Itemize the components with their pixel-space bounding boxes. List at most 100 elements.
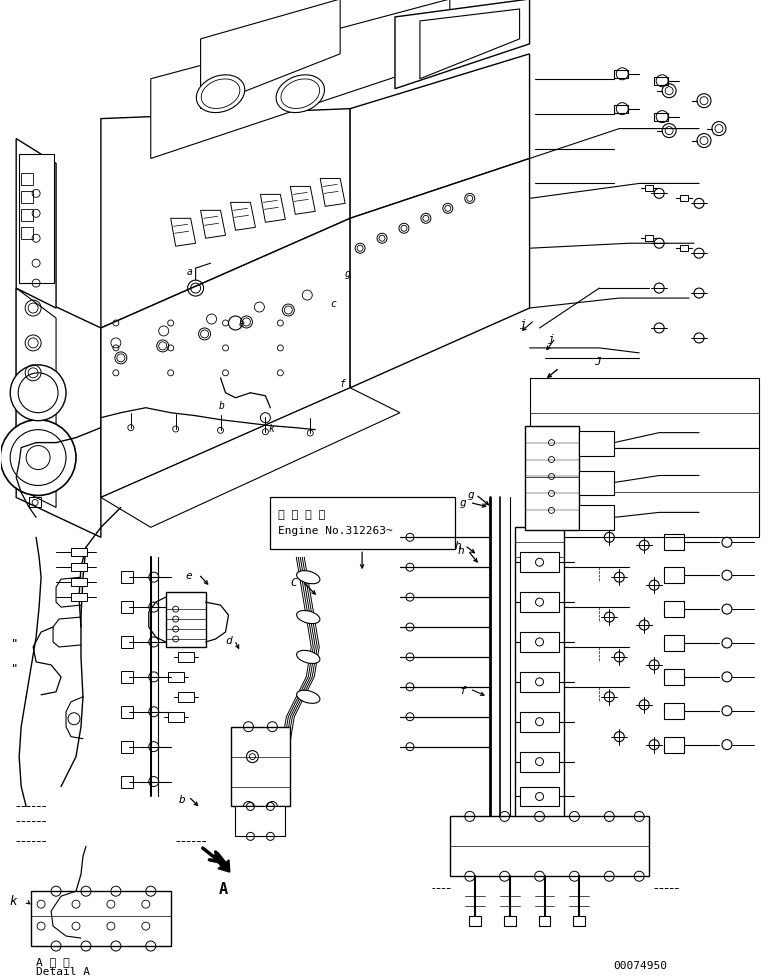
Bar [504, 916, 515, 926]
Polygon shape [350, 159, 529, 388]
Bar [664, 601, 684, 617]
Bar [29, 498, 41, 508]
Bar [645, 186, 653, 193]
Bar [121, 571, 133, 584]
Text: f: f [340, 378, 346, 388]
Bar [615, 70, 628, 78]
Bar [167, 712, 184, 722]
Bar [167, 672, 184, 682]
Text: k: k [268, 423, 274, 433]
Bar [519, 752, 559, 772]
Polygon shape [420, 10, 519, 79]
FancyArrow shape [213, 853, 230, 872]
Polygon shape [350, 55, 529, 219]
Text: k: k [9, 894, 16, 908]
Polygon shape [101, 388, 400, 528]
Bar [579, 506, 615, 531]
Circle shape [10, 430, 66, 486]
Text: h: h [455, 541, 461, 551]
Text: 00074950: 00074950 [613, 960, 667, 970]
Polygon shape [201, 0, 340, 110]
Text: g: g [468, 490, 475, 500]
Bar [519, 712, 559, 732]
Text: A 詳 細: A 詳 細 [36, 956, 70, 966]
Text: a: a [187, 267, 192, 277]
Bar [680, 197, 688, 202]
Text: Detail A: Detail A [36, 966, 90, 976]
Bar [645, 236, 653, 242]
Bar [655, 77, 668, 86]
Text: j: j [519, 319, 526, 329]
Bar [71, 563, 87, 571]
Polygon shape [529, 378, 759, 448]
Bar [664, 703, 684, 719]
Bar [519, 633, 559, 652]
Ellipse shape [296, 650, 320, 664]
Bar [519, 786, 559, 807]
Bar [573, 916, 586, 926]
Bar [21, 228, 33, 240]
Text: g: g [460, 498, 467, 508]
Bar [579, 431, 615, 456]
Bar [655, 113, 668, 121]
Text: j: j [547, 333, 554, 343]
Bar [579, 471, 615, 496]
Bar [231, 727, 290, 807]
Bar [468, 916, 481, 926]
Polygon shape [151, 0, 450, 159]
Polygon shape [16, 388, 56, 508]
Text: ": " [11, 638, 19, 650]
Ellipse shape [296, 690, 320, 703]
Bar [664, 535, 684, 551]
Circle shape [26, 446, 50, 470]
Bar [450, 817, 649, 876]
Bar [664, 567, 684, 584]
Bar [519, 553, 559, 572]
Polygon shape [101, 110, 350, 329]
Bar [121, 671, 133, 684]
Ellipse shape [296, 611, 320, 624]
Bar [166, 593, 206, 647]
Bar [121, 706, 133, 718]
Polygon shape [16, 140, 56, 309]
Text: A: A [218, 881, 228, 896]
Bar [71, 579, 87, 587]
Text: b: b [218, 400, 224, 411]
Bar [21, 210, 33, 222]
Polygon shape [101, 219, 350, 498]
Ellipse shape [281, 80, 320, 110]
Bar [271, 498, 455, 550]
Bar [664, 669, 684, 686]
Circle shape [10, 366, 66, 422]
Bar [664, 636, 684, 651]
Bar [31, 891, 170, 946]
Bar [71, 594, 87, 601]
Bar [178, 692, 194, 702]
Text: b: b [178, 795, 185, 805]
Text: e: e [185, 570, 192, 581]
Bar [178, 652, 194, 662]
Ellipse shape [196, 75, 245, 113]
Text: d: d [225, 636, 232, 645]
Polygon shape [16, 289, 101, 538]
Bar [539, 916, 551, 926]
Text: f: f [460, 686, 467, 695]
Bar [615, 106, 628, 113]
Text: h: h [457, 546, 465, 556]
Text: Engine No.312263~: Engine No.312263~ [278, 526, 393, 536]
Polygon shape [16, 289, 56, 414]
Ellipse shape [201, 80, 240, 110]
Bar [680, 246, 688, 252]
Bar [515, 528, 565, 826]
Text: e: e [239, 319, 244, 329]
Bar [664, 737, 684, 753]
Bar [525, 426, 579, 531]
Text: ": " [11, 662, 19, 675]
Bar [519, 672, 559, 692]
Polygon shape [395, 0, 529, 90]
Bar [20, 155, 54, 284]
Text: g: g [345, 269, 351, 279]
Bar [519, 593, 559, 612]
Bar [235, 807, 285, 836]
Bar [121, 601, 133, 613]
